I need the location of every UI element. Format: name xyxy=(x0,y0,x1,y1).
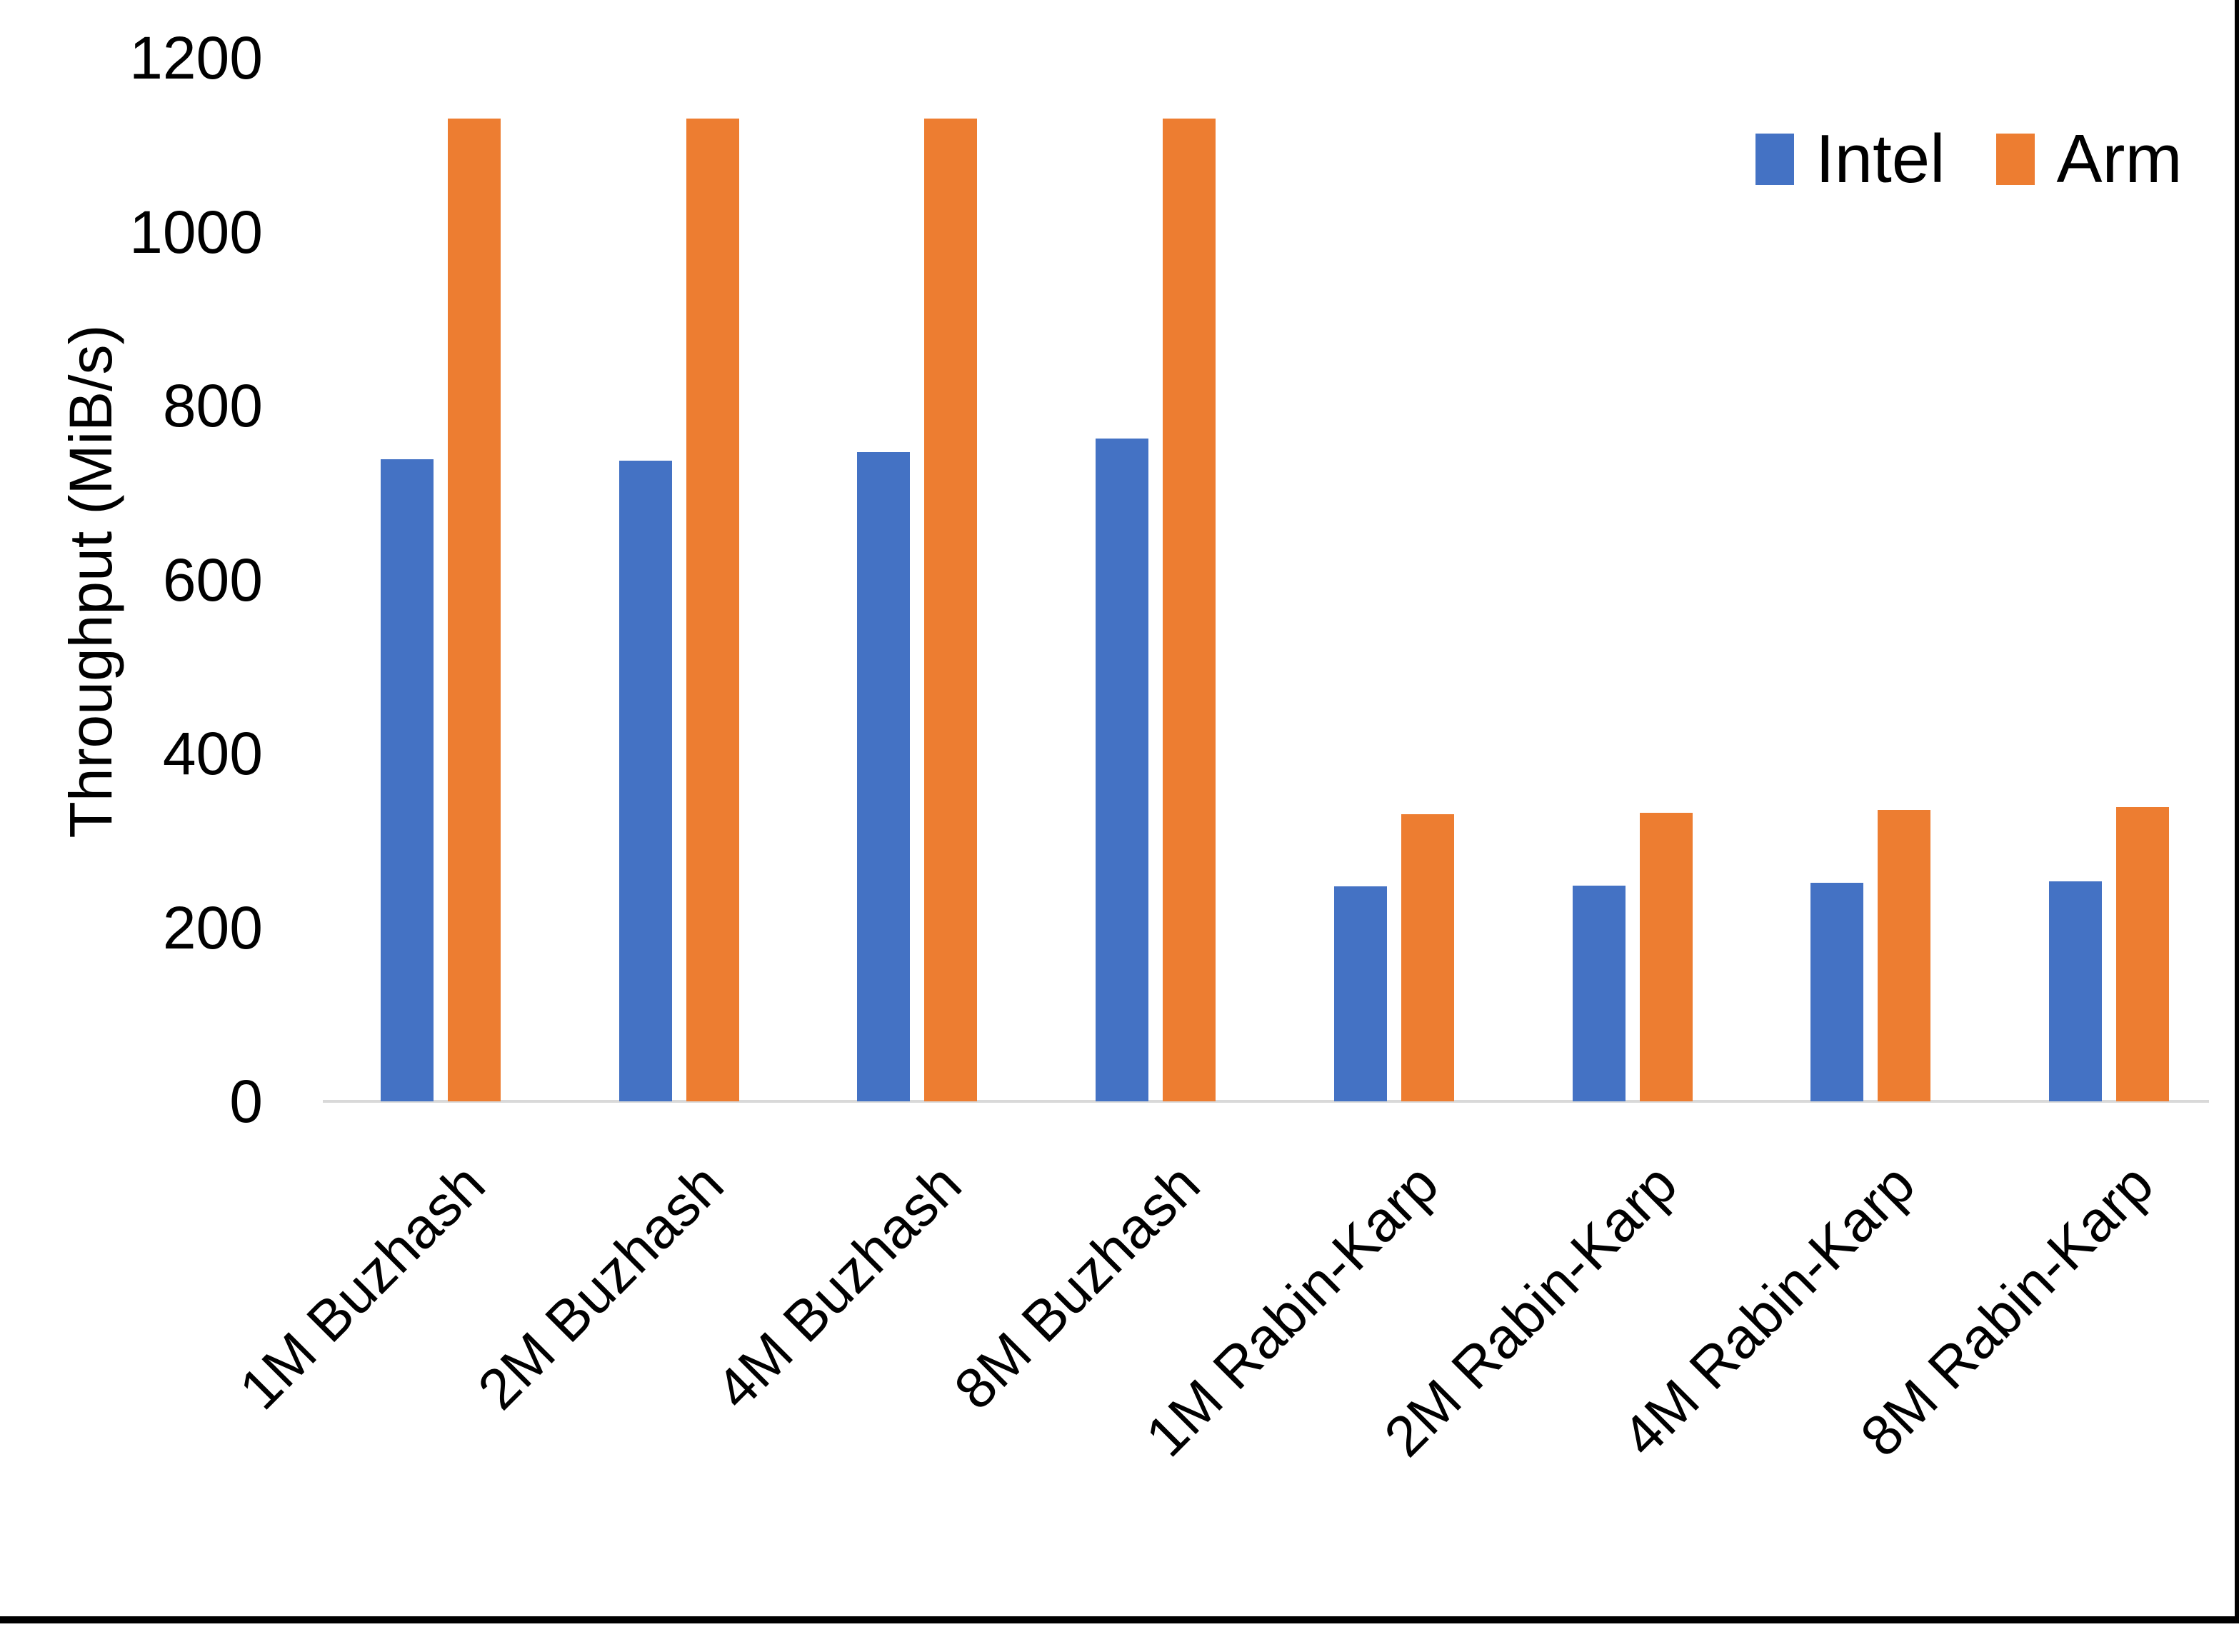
legend: Intel Arm xyxy=(1755,120,2182,199)
y-tick-label: 1000 xyxy=(129,198,263,266)
legend-label: Arm xyxy=(2056,121,2183,197)
x-category-label: 8M Buzhash xyxy=(942,1151,1212,1422)
x-category-label: 4M Buzhash xyxy=(703,1151,974,1422)
y-tick-label: 1200 xyxy=(129,24,263,91)
x-category-label: 1M Rabin-Karp xyxy=(1133,1151,1451,1469)
arm-bar-8m-rabin-karp xyxy=(2115,807,2169,1101)
intel-bar-2m-buzhash xyxy=(618,461,672,1101)
y-tick-label: 400 xyxy=(162,720,263,787)
right-frame-border xyxy=(2235,0,2239,1623)
intel-bar-8m-buzhash xyxy=(1096,439,1149,1101)
y-tick-label: 0 xyxy=(229,1068,263,1135)
y-tick-label: 800 xyxy=(162,372,263,439)
y-tick-label: 600 xyxy=(162,546,263,614)
x-axis-line xyxy=(323,1100,2209,1103)
intel-bar-1m-rabin-karp xyxy=(1333,886,1387,1101)
intel-bar-8m-rabin-karp xyxy=(2048,881,2102,1101)
legend-swatch-arm xyxy=(1996,134,2035,185)
arm-bar-4m-buzhash xyxy=(924,119,978,1101)
arm-bar-2m-rabin-karp xyxy=(1639,813,1693,1101)
legend-item-arm: Arm xyxy=(1996,120,2182,199)
x-category-label: 2M Rabin-Karp xyxy=(1371,1151,1689,1469)
intel-bar-2m-rabin-karp xyxy=(1572,886,1626,1101)
x-category-label: 4M Rabin-Karp xyxy=(1610,1151,1927,1469)
arm-bar-8m-buzhash xyxy=(1163,119,1216,1101)
arm-bar-1m-rabin-karp xyxy=(1401,814,1454,1101)
x-category-label: 8M Rabin-Karp xyxy=(1848,1151,2165,1469)
legend-label: Intel xyxy=(1815,121,1945,197)
legend-swatch-intel xyxy=(1755,134,1794,185)
intel-bar-1m-buzhash xyxy=(381,459,434,1101)
arm-bar-1m-buzhash xyxy=(448,119,501,1101)
arm-bar-2m-buzhash xyxy=(686,119,739,1101)
intel-bar-4m-buzhash xyxy=(857,452,911,1101)
bottom-frame-border xyxy=(0,1616,2239,1623)
x-category-label: 2M Buzhash xyxy=(465,1151,736,1422)
intel-bar-4m-rabin-karp xyxy=(1810,883,1864,1101)
y-tick-label: 200 xyxy=(162,893,263,961)
legend-item-intel: Intel xyxy=(1755,120,1945,199)
arm-bar-4m-rabin-karp xyxy=(1878,810,1931,1101)
x-category-label: 1M Buzhash xyxy=(227,1151,497,1422)
